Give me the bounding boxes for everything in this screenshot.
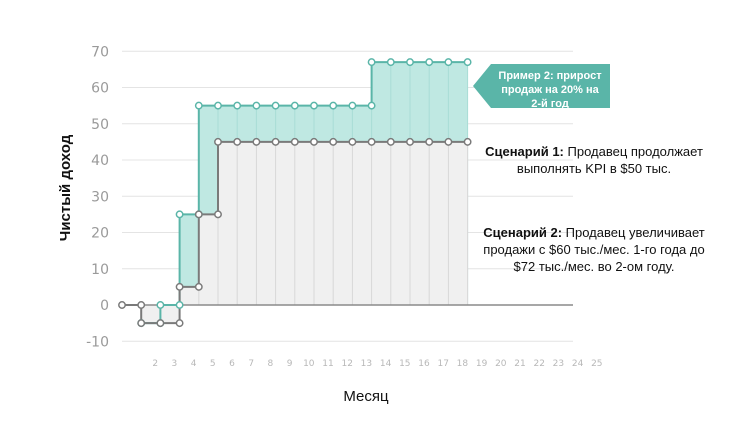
x-tick-label: 9 [287, 359, 293, 369]
x-tick-label: 23 [553, 359, 564, 369]
scenario-1-title: Сценарий 1: [485, 144, 564, 159]
scenario-2-title: Сценарий 2: [483, 225, 563, 240]
series-2-point [463, 137, 472, 146]
x-tick-label: 3 [172, 359, 178, 369]
y-tick-label: 70 [91, 44, 109, 60]
series-2-point [348, 137, 357, 146]
x-tick-label: 16 [418, 359, 430, 369]
y-axis-label: Чистый доход [57, 134, 74, 241]
scenario-1-note: Сценарий 1: Продавец продолжает выполнят… [478, 143, 710, 177]
series-1-point [156, 301, 165, 309]
series-1-point [386, 58, 395, 67]
series-2-point [118, 301, 126, 309]
y-tick-labels: -10 0 10 20 30 40 50 60 70 [86, 44, 109, 350]
x-tick-label: 25 [591, 359, 602, 369]
x-tick-label: 14 [380, 359, 392, 369]
series-1-point [290, 101, 299, 110]
y-tick-label: 60 [91, 81, 109, 97]
y-tick-label: 40 [91, 153, 109, 169]
series-2-point [406, 137, 414, 146]
series-1-point [425, 58, 434, 67]
scenario-2-text: Продавец увеличивает продажи с $60 тыс./… [483, 225, 705, 274]
series-1-point [252, 101, 261, 110]
x-tick-label: 8 [268, 359, 274, 369]
x-tick-label: 18 [457, 359, 469, 369]
callout-shape [473, 64, 610, 108]
series-1-point [214, 101, 222, 110]
series-2-point [386, 137, 395, 146]
series-1-point [348, 101, 357, 110]
series-1-point [463, 58, 472, 67]
series-1-point [175, 301, 184, 309]
x-tick-label: 6 [229, 359, 235, 369]
series-2-point [137, 319, 146, 328]
series-1-point [406, 58, 414, 67]
callout-box: Пример 2: прирост продаж на 20% на 2-й г… [473, 64, 610, 110]
x-tick-labels: 2 3 4 5 6 7 8 9 10 11 12 13 14 15 16 17 18 19 20 21 22 23 24 25 [152, 359, 602, 369]
x-tick-label: 17 [437, 359, 448, 369]
x-tick-label: 12 [341, 359, 352, 369]
y-tick-label: 10 [91, 262, 109, 278]
series-2-point [175, 319, 184, 328]
x-tick-label: 2 [152, 359, 158, 369]
series-1-point [271, 101, 280, 110]
series-2-point [214, 210, 222, 219]
x-tick-label: 11 [322, 359, 333, 369]
x-tick-label: 13 [361, 359, 372, 369]
series-1-point [367, 58, 376, 67]
series-2-point [252, 137, 261, 146]
series-2-point [137, 301, 146, 309]
callout-line-1: Пример 2: прирост [498, 70, 602, 82]
y-tick-label: 20 [91, 226, 109, 242]
y-tick-label: 30 [91, 189, 109, 205]
series-2-point [233, 137, 242, 146]
series-2-point [271, 137, 280, 146]
series-1-point [329, 101, 338, 110]
x-tick-label: 15 [399, 359, 410, 369]
x-tick-label: 22 [533, 359, 544, 369]
series-1-point [194, 101, 203, 110]
series-1-point [233, 101, 242, 110]
series-2-point [425, 137, 434, 146]
x-tick-label: 21 [514, 359, 525, 369]
series-1-point [367, 101, 376, 110]
series-2-point [214, 137, 222, 146]
x-tick-label: 4 [191, 359, 197, 369]
series-2-point [194, 282, 203, 291]
series-1-point [310, 101, 318, 110]
callout-line-2: продаж на 20% на [501, 84, 599, 96]
x-tick-label: 7 [248, 359, 254, 369]
x-tick-label: 10 [303, 359, 315, 369]
y-tick-label: 50 [91, 117, 109, 133]
x-axis-label: Месяц [343, 388, 389, 405]
scenario-2-note: Сценарий 2: Продавец увеличивает продажи… [478, 224, 710, 275]
series-2-point [367, 137, 376, 146]
series-2-point [175, 282, 184, 291]
series-2-point [194, 210, 203, 219]
series-2-point [329, 137, 338, 146]
x-tick-label: 19 [476, 359, 488, 369]
series-1-line [141, 61, 468, 325]
callout-line-3: 2-й год [531, 98, 569, 110]
series-2-point [310, 137, 318, 146]
series-1-point [175, 210, 184, 219]
y-tick-label: -10 [86, 334, 109, 350]
series-2-point [444, 137, 453, 146]
x-tick-label: 20 [495, 359, 507, 369]
x-tick-label: 5 [210, 359, 216, 369]
series-1-point [444, 58, 453, 67]
x-tick-label: 24 [572, 359, 584, 369]
series-2-point [156, 319, 165, 328]
series-fills [122, 62, 469, 324]
series-2-point [290, 137, 299, 146]
y-tick-label: 0 [100, 298, 109, 314]
series-points [118, 58, 472, 328]
scenario-1-text: Продавец продолжает выполнять KPI в $50 … [516, 144, 703, 176]
